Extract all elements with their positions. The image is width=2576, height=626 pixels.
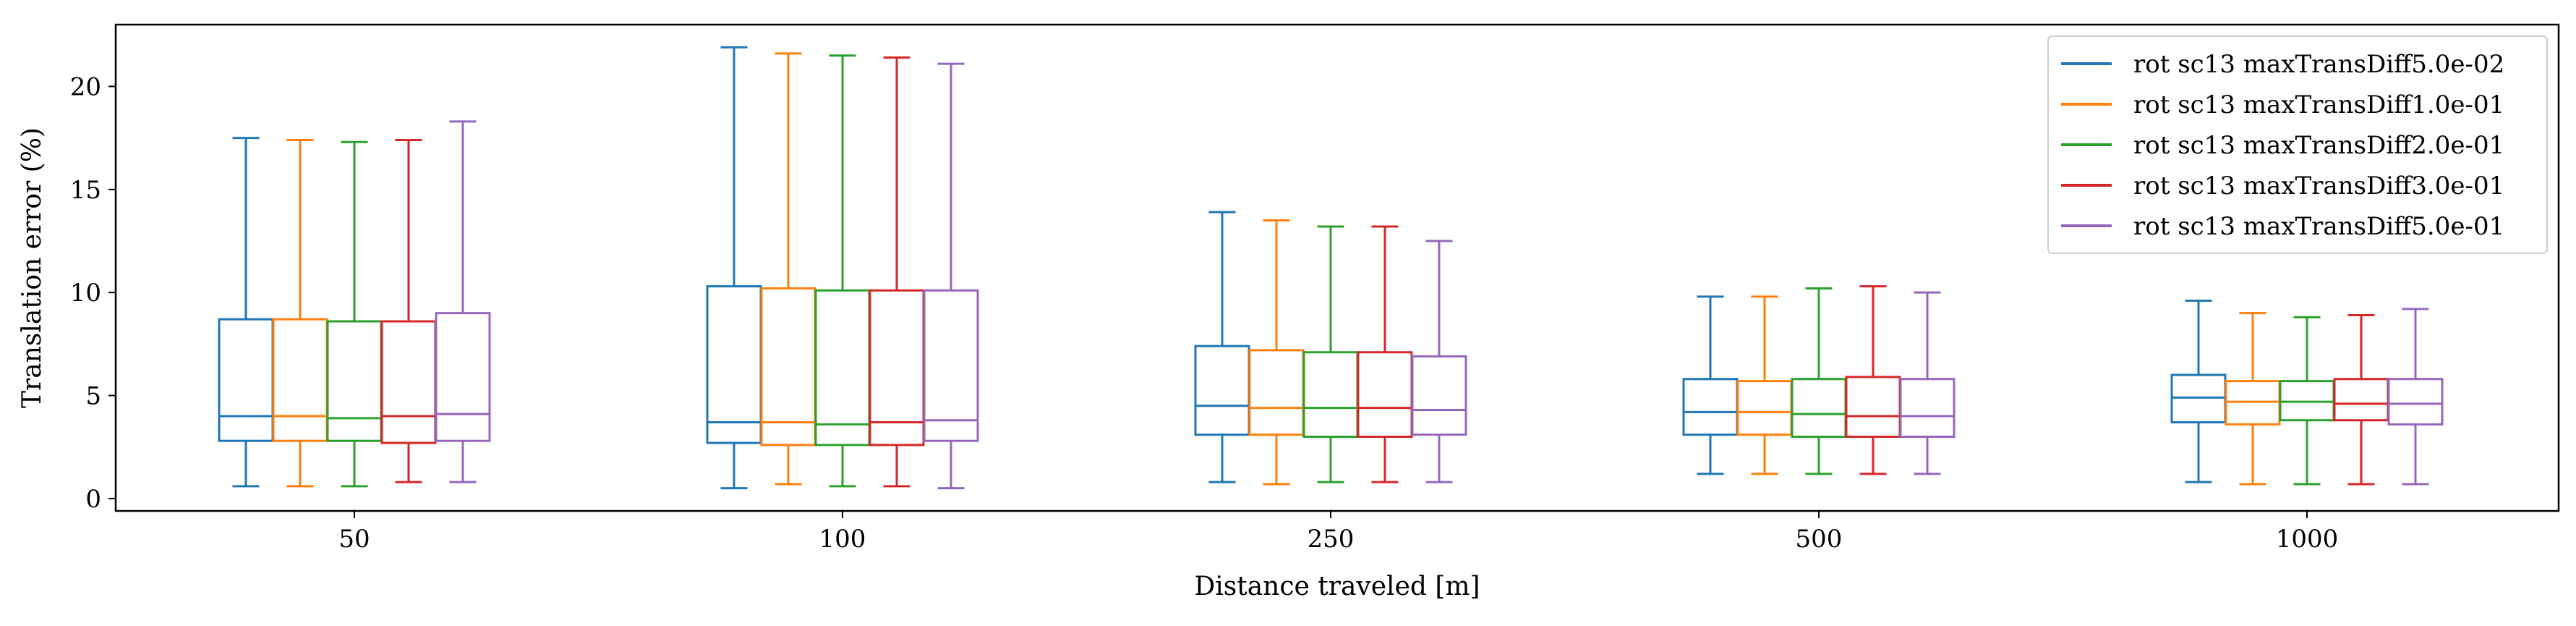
box-iqr: [326, 320, 383, 442]
box-100-series-3: [814, 54, 871, 488]
box-500-series-3: [1791, 287, 1847, 475]
legend-label: rot sc13 maxTransDiff3.0e-01: [2133, 172, 2504, 200]
box-250-series-5: [1411, 240, 1467, 483]
box-iqr: [272, 318, 328, 442]
box-1000-series-5: [2387, 308, 2444, 486]
box-iqr: [1899, 378, 1956, 438]
x-tick-label: 500: [1796, 525, 1843, 554]
y-axis-title: Translation error (%): [17, 127, 47, 408]
y-tick-label: 0: [85, 485, 101, 514]
box-iqr: [814, 289, 871, 447]
box-250-series-1: [1194, 211, 1250, 483]
box-iqr: [2333, 378, 2389, 422]
box-500-series-2: [1736, 295, 1793, 475]
box-iqr: [380, 320, 437, 444]
box-250-series-3: [1302, 225, 1359, 483]
y-tick-label: 10: [70, 279, 101, 308]
legend-label: rot sc13 maxTransDiff5.0e-02: [2133, 50, 2504, 79]
x-tick-label: 50: [338, 525, 370, 554]
box-iqr: [1736, 380, 1793, 436]
box-1000-series-4: [2333, 313, 2389, 486]
plot-frame: [114, 23, 2560, 512]
box-100-series-5: [923, 62, 979, 490]
legend-frame: [2047, 35, 2548, 254]
box-250-series-2: [1248, 219, 1305, 486]
legend: rot sc13 maxTransDiff5.0e-02 rot sc13 max…: [2047, 35, 2548, 254]
box-iqr: [2387, 378, 2444, 426]
box-iqr: [1248, 349, 1305, 436]
legend-label: rot sc13 maxTransDiff5.0e-01: [2133, 212, 2504, 241]
box-50-series-5: [435, 120, 491, 483]
box-iqr: [1791, 378, 1847, 438]
box-iqr: [1411, 355, 1467, 436]
box-1000-series-3: [2279, 316, 2335, 486]
box-50-series-4: [380, 138, 437, 483]
box-500-series-4: [1845, 285, 1901, 475]
x-axis-title: Distance traveled [m]: [1194, 572, 1480, 601]
box-250-series-4: [1357, 225, 1413, 483]
y-tick-label: 20: [70, 72, 101, 101]
box-iqr: [1682, 378, 1739, 436]
box-iqr: [706, 285, 762, 444]
box-100-series-2: [760, 52, 816, 486]
box-1000-series-2: [2225, 312, 2281, 486]
box-iqr: [1845, 376, 1901, 438]
legend-label: rot sc13 maxTransDiff2.0e-01: [2133, 131, 2504, 160]
y-tick-label: 15: [70, 176, 101, 205]
box-100-series-4: [869, 56, 925, 488]
box-50-series-1: [218, 137, 274, 488]
x-tick-label: 100: [819, 525, 866, 554]
y-tick-label: 5: [85, 382, 101, 411]
box-iqr: [435, 312, 491, 442]
legend-label: rot sc13 maxTransDiff1.0e-01: [2133, 90, 2504, 119]
box-iqr: [218, 318, 274, 442]
box-1000-series-1: [2170, 300, 2227, 483]
box-500-series-5: [1899, 291, 1956, 475]
box-100-series-1: [706, 46, 762, 490]
x-tick-label: 1000: [2276, 525, 2339, 554]
box-500-series-1: [1682, 295, 1739, 475]
x-tick-label: 250: [1308, 525, 1355, 554]
box-iqr: [1302, 351, 1359, 438]
box-iqr: [923, 289, 979, 442]
box-50-series-3: [326, 140, 383, 488]
plot-layer: [218, 46, 2444, 490]
box-50-series-2: [272, 138, 328, 488]
box-iqr: [1357, 351, 1413, 438]
axes-layer: 0 5 10 15 20 50 100 250 500 1000: [70, 72, 2339, 554]
box-iqr: [1194, 344, 1250, 436]
